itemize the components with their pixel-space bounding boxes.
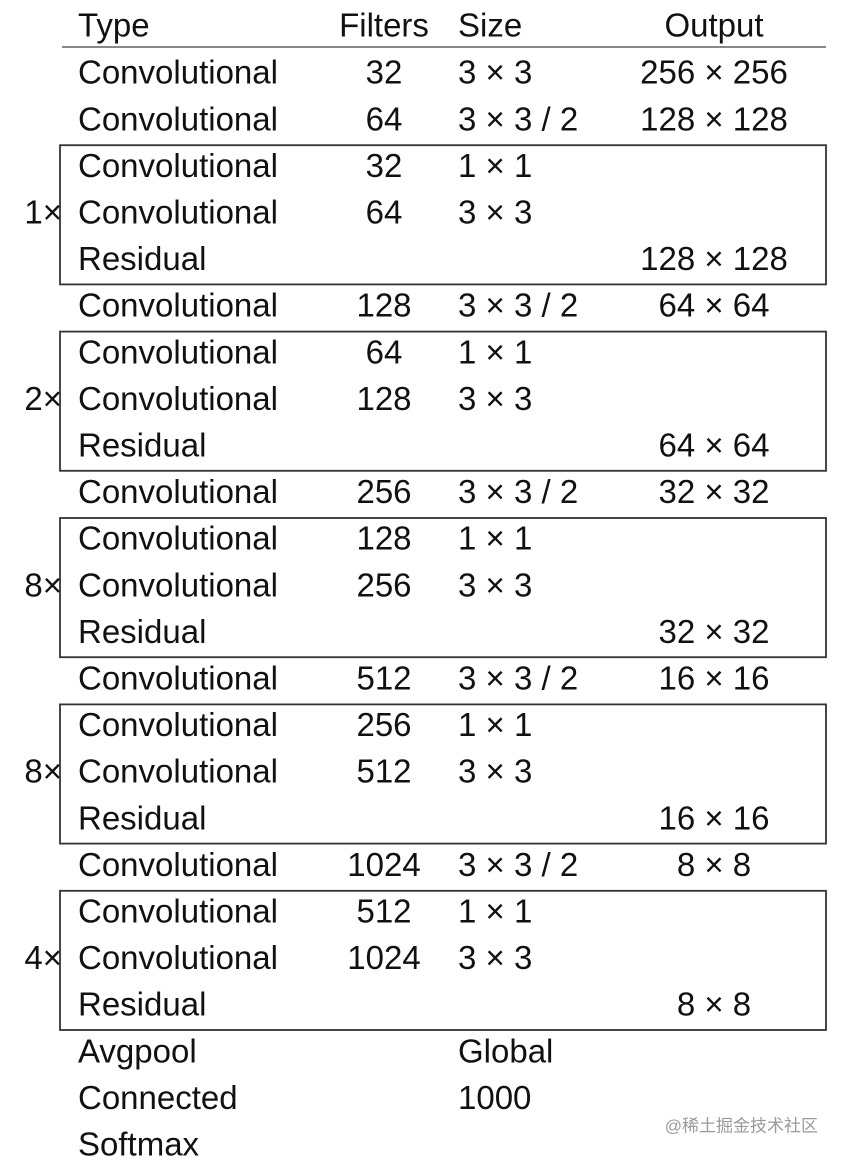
type-cell: Convolutional [78,380,278,417]
output-cell: 16 × 16 [658,660,769,697]
output-cell: 8 × 8 [677,986,751,1023]
output-cell: 32 × 32 [658,613,769,650]
filters-cell: 64 [366,333,403,370]
size-cell: 3 × 3 / 2 [458,100,578,137]
type-cell: Convolutional [78,753,278,790]
filters-cell: 64 [366,194,403,231]
size-cell: 3 × 3 [458,753,532,790]
output-cell: 8 × 8 [677,846,751,883]
size-cell: 1 × 1 [458,333,532,370]
filters-cell: 256 [356,566,411,603]
size-cell: 1 × 1 [458,520,532,557]
output-cell: 128 × 128 [640,100,788,137]
size-cell: 3 × 3 / 2 [458,846,578,883]
repeat-box [59,889,827,1031]
type-cell: Convolutional [78,660,278,697]
header-cell: Size [458,7,522,44]
type-cell: Convolutional [78,473,278,510]
filters-cell: 32 [366,54,403,91]
type-cell: Convolutional [78,939,278,976]
size-cell: 3 × 3 [458,54,532,91]
size-cell: 3 × 3 / 2 [458,660,578,697]
filters-cell: 1024 [347,939,420,976]
type-cell: Convolutional [78,54,278,91]
size-cell: 1 × 1 [458,147,532,184]
output-cell: 32 × 32 [658,473,769,510]
type-cell: Residual [78,427,206,464]
type-cell: Avgpool [78,1032,197,1069]
size-cell: 3 × 3 [458,939,532,976]
type-cell: Convolutional [78,893,278,930]
size-cell: 1 × 1 [458,706,532,743]
type-cell: Connected [78,1079,238,1116]
type-cell: Residual [78,799,206,836]
header-cell: Filters [339,7,429,44]
type-cell: Convolutional [78,147,278,184]
repeat-box [59,703,827,845]
header-cell: Output [664,7,763,44]
repeat-box [59,330,827,472]
filters-cell: 128 [356,520,411,557]
filters-cell: 32 [366,147,403,184]
repeat-label: 4× [24,939,62,976]
filters-cell: 256 [356,706,411,743]
repeat-box [59,144,827,286]
type-cell: Convolutional [78,194,278,231]
type-cell: Convolutional [78,566,278,603]
type-cell: Residual [78,613,206,650]
filters-cell: 128 [356,287,411,324]
type-cell: Convolutional [78,100,278,137]
filters-cell: 256 [356,473,411,510]
output-cell: 256 × 256 [640,54,788,91]
output-cell: 64 × 64 [658,427,769,464]
filters-cell: 1024 [347,846,420,883]
type-cell: Residual [78,986,206,1023]
repeat-box [59,517,827,659]
output-cell: 16 × 16 [658,799,769,836]
filters-cell: 64 [366,100,403,137]
size-cell: 3 × 3 [458,380,532,417]
filters-cell: 128 [356,380,411,417]
watermark: @稀土掘金技术社区 [665,1116,818,1135]
filters-cell: 512 [356,753,411,790]
output-cell: 128 × 128 [640,240,788,277]
type-cell: Convolutional [78,846,278,883]
type-cell: Convolutional [78,706,278,743]
size-cell: 1000 [458,1079,531,1116]
filters-cell: 512 [356,893,411,930]
size-cell: 3 × 3 / 2 [458,287,578,324]
output-cell: 64 × 64 [658,287,769,324]
type-cell: Convolutional [78,333,278,370]
size-cell: 3 × 3 [458,194,532,231]
repeat-label: 1× [24,194,62,231]
repeat-label: 2× [24,380,62,417]
type-cell: Residual [78,240,206,277]
type-cell: Convolutional [78,287,278,324]
size-cell: 1 × 1 [458,893,532,930]
type-cell: Softmax [78,1126,200,1163]
repeat-label: 8× [24,566,62,603]
repeat-label: 8× [24,753,62,790]
size-cell: 3 × 3 [458,566,532,603]
type-cell: Convolutional [78,520,278,557]
size-cell: Global [458,1032,553,1069]
header-cell: Type [78,7,150,44]
size-cell: 3 × 3 / 2 [458,473,578,510]
filters-cell: 512 [356,660,411,697]
